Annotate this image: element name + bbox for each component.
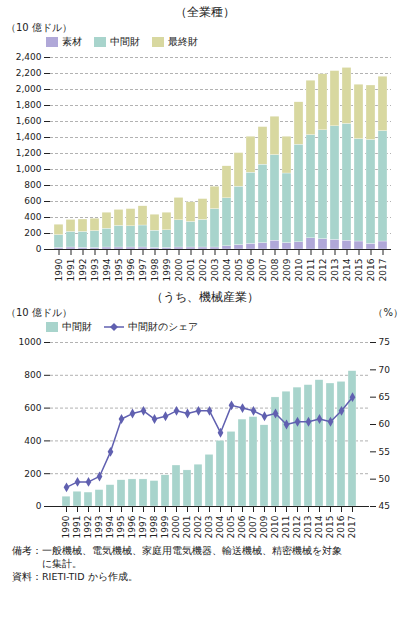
svg-text:1999: 1999 — [160, 515, 170, 538]
svg-text:55: 55 — [379, 447, 390, 457]
svg-text:1994: 1994 — [102, 258, 112, 281]
svg-text:2017: 2017 — [378, 259, 388, 282]
svg-text:1997: 1997 — [138, 516, 148, 539]
svg-text:50: 50 — [379, 474, 391, 484]
svg-text:1990: 1990 — [61, 515, 71, 538]
svg-text:800: 800 — [24, 180, 41, 190]
svg-text:60: 60 — [379, 419, 391, 429]
svg-text:1993: 1993 — [94, 516, 104, 539]
svg-text:2005: 2005 — [226, 516, 236, 539]
svg-text:2,400: 2,400 — [16, 52, 42, 62]
html-text:中間財: 中間財 — [110, 35, 140, 47]
svg-text:2010: 2010 — [294, 258, 304, 281]
svg-text:2015: 2015 — [325, 516, 335, 539]
svg-text:65: 65 — [379, 392, 390, 402]
svg-text:1996: 1996 — [126, 258, 136, 281]
html-text:最終財: 最終財 — [168, 35, 198, 47]
svg-text:1991: 1991 — [72, 516, 82, 539]
svg-text:1992: 1992 — [83, 516, 93, 539]
svg-text:1992: 1992 — [78, 259, 88, 282]
svg-text:1995: 1995 — [114, 259, 124, 282]
svg-text:1996: 1996 — [127, 515, 137, 538]
svg-text:2000: 2000 — [174, 258, 184, 281]
html-text:（10 億ドル）: （10 億ドル） — [6, 307, 72, 318]
svg-text:200: 200 — [24, 228, 41, 238]
svg-text:2007: 2007 — [258, 259, 268, 282]
svg-text:0: 0 — [36, 501, 42, 511]
svg-text:2013: 2013 — [303, 516, 313, 539]
svg-text:2011: 2011 — [281, 516, 291, 539]
svg-text:1,400: 1,400 — [16, 132, 42, 142]
svg-text:400: 400 — [24, 212, 41, 222]
svg-text:2011: 2011 — [306, 259, 316, 282]
svg-text:2012: 2012 — [292, 516, 302, 539]
svg-text:2001: 2001 — [186, 259, 196, 282]
svg-text:2007: 2007 — [248, 516, 258, 539]
svg-text:2008: 2008 — [270, 258, 280, 281]
svg-text:1999: 1999 — [162, 258, 172, 281]
svg-text:70: 70 — [379, 365, 391, 375]
svg-text:1994: 1994 — [105, 515, 115, 538]
html-text:（全業種）: （全業種） — [174, 5, 235, 19]
html-text:中間財のシェア: 中間財のシェア — [128, 320, 198, 332]
html-text:中間財: 中間財 — [62, 320, 92, 332]
svg-text:45: 45 — [379, 501, 390, 511]
svg-text:2009: 2009 — [259, 515, 269, 538]
svg-text:1,600: 1,600 — [16, 116, 42, 126]
svg-text:800: 800 — [24, 370, 41, 380]
svg-text:1998: 1998 — [150, 258, 160, 281]
svg-text:2012: 2012 — [318, 259, 328, 282]
svg-text:2004: 2004 — [222, 258, 232, 281]
svg-text:1991: 1991 — [66, 259, 76, 282]
svg-text:1,000: 1,000 — [16, 164, 42, 174]
svg-text:2006: 2006 — [237, 515, 247, 538]
svg-text:1993: 1993 — [90, 259, 100, 282]
svg-text:2002: 2002 — [198, 259, 208, 282]
svg-text:600: 600 — [24, 403, 41, 413]
svg-text:1995: 1995 — [116, 516, 126, 539]
html-text:（10 億ドル）: （10 億ドル） — [6, 22, 72, 33]
svg-text:1998: 1998 — [149, 515, 159, 538]
svg-text:2015: 2015 — [354, 259, 364, 282]
svg-text:2013: 2013 — [330, 259, 340, 282]
svg-text:1997: 1997 — [138, 259, 148, 282]
svg-text:2004: 2004 — [215, 515, 225, 538]
svg-text:200: 200 — [24, 469, 41, 479]
svg-text:2005: 2005 — [234, 259, 244, 282]
svg-text:2003: 2003 — [210, 259, 220, 282]
svg-text:1990: 1990 — [54, 258, 64, 281]
svg-text:2016: 2016 — [336, 515, 346, 538]
html-text:素材: 素材 — [62, 35, 82, 47]
svg-text:2006: 2006 — [246, 258, 256, 281]
svg-text:1,800: 1,800 — [16, 100, 42, 110]
svg-text:2014: 2014 — [314, 515, 324, 538]
svg-text:2010: 2010 — [270, 515, 280, 538]
svg-text:2016: 2016 — [366, 258, 376, 281]
svg-text:600: 600 — [24, 196, 41, 206]
svg-text:0: 0 — [36, 244, 42, 254]
svg-text:2017: 2017 — [347, 516, 357, 539]
svg-text:2009: 2009 — [282, 258, 292, 281]
svg-text:2001: 2001 — [182, 516, 192, 539]
svg-text:2002: 2002 — [193, 516, 203, 539]
svg-text:1,200: 1,200 — [16, 148, 42, 158]
svg-text:2000: 2000 — [171, 515, 181, 538]
svg-text:2003: 2003 — [204, 516, 214, 539]
svg-text:2014: 2014 — [342, 258, 352, 281]
svg-text:400: 400 — [24, 436, 41, 446]
svg-text:2,000: 2,000 — [16, 84, 42, 94]
svg-text:1000: 1000 — [19, 337, 42, 347]
svg-text:75: 75 — [379, 337, 390, 347]
html-text:（うち、機械産業）: （うち、機械産業） — [150, 290, 259, 304]
svg-text:2,200: 2,200 — [16, 68, 42, 78]
html-text:備考：一般機械、電気機械、家庭用電気機器、輸送機械、精密機械: 備考：一般機械、電気機械、家庭用電気機器、輸送機械、精密機械を対象 に集計。 資… — [12, 545, 342, 582]
